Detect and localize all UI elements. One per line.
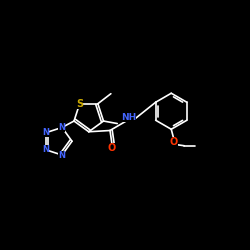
Text: N: N bbox=[42, 128, 49, 137]
Text: N: N bbox=[58, 123, 66, 132]
Text: N: N bbox=[42, 145, 49, 154]
Text: N: N bbox=[58, 150, 66, 160]
Text: O: O bbox=[108, 143, 116, 153]
Text: S: S bbox=[76, 99, 83, 109]
Text: O: O bbox=[170, 137, 178, 147]
Text: NH: NH bbox=[121, 112, 136, 122]
